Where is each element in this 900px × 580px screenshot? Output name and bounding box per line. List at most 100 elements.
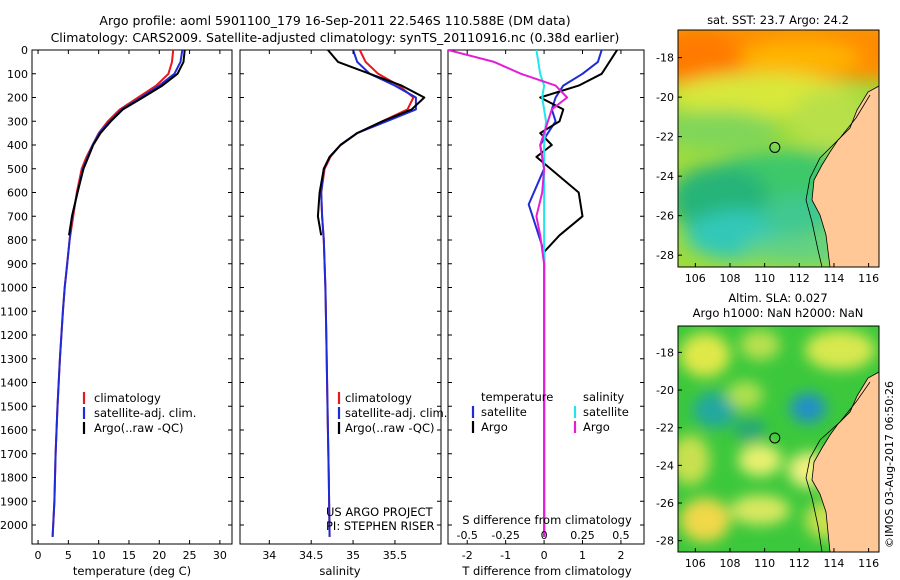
- x-tick-label: 15: [122, 549, 136, 562]
- depth-tick-label: 500: [7, 163, 28, 176]
- x-tick-label: 2: [617, 549, 624, 562]
- legend-title-temperature: temperature: [481, 390, 553, 404]
- x-tick-label: 10: [92, 549, 106, 562]
- s-diff-tick-label: 0.25: [570, 529, 595, 542]
- sla-map-title-line1: Altim. SLA: 0.027: [728, 291, 827, 305]
- legend-label-salinity-argo: Argo: [583, 420, 610, 434]
- map-x-tick-label: 108: [719, 272, 740, 285]
- depth-tick-label: 1800: [0, 472, 28, 485]
- sla-map-x-axis: 106 108 110 112 114 116: [685, 548, 879, 570]
- series-line-salinity-argo: [448, 50, 569, 537]
- temperature-x-axis: 0 5 10 15 20 25 30: [35, 50, 227, 562]
- depth-tick-label: 200: [7, 92, 28, 105]
- legend-label-temperature-satellite: satellite: [481, 405, 527, 419]
- difference-x-label: T difference from climatology: [461, 564, 632, 578]
- depth-tick-label: 300: [7, 115, 28, 128]
- depth-tick-label: 1300: [0, 353, 28, 366]
- depth-tick-label: 2000: [0, 519, 28, 532]
- legend-label-climatology: climatology: [345, 391, 412, 405]
- depth-tick-label: 1700: [0, 448, 28, 461]
- map-x-tick-label: 110: [754, 557, 775, 570]
- x-tick-label: -2: [462, 549, 473, 562]
- salinity-difference-x-axis: -0.5 -0.25 0 0.25 0.5: [456, 529, 629, 542]
- salinity-x-label: salinity: [319, 564, 360, 578]
- x-tick-label: 0: [541, 549, 548, 562]
- map-x-tick-label: 106: [685, 272, 706, 285]
- map-y-tick-label: -26: [656, 497, 674, 510]
- x-tick-label: 34.5: [299, 549, 324, 562]
- difference-series: [448, 50, 618, 537]
- map-x-tick-label: 106: [685, 557, 706, 570]
- series-line-satellite-adj-clim-: [320, 50, 417, 537]
- s-diff-tick-label: 0.5: [612, 529, 630, 542]
- x-tick-label: 30: [213, 549, 227, 562]
- pi-annotation: PI: STEPHEN RISER: [326, 519, 435, 533]
- legend-label-satellite-adj: satellite-adj. clim.: [345, 406, 447, 420]
- map-y-tick-label: -28: [656, 249, 674, 262]
- legend-label-salinity-satellite: satellite: [583, 405, 629, 419]
- difference-x-axis: -2 -1 0 1 2: [462, 50, 624, 562]
- map-y-tick-label: -24: [656, 170, 674, 183]
- sst-land: [811, 85, 879, 267]
- x-tick-label: 34: [262, 549, 276, 562]
- salinity-series: [316, 50, 426, 537]
- temperature-series: [51, 50, 186, 537]
- series-line-argo-raw-qc-: [68, 50, 186, 236]
- copyright-stamp: ©IMOS 03-Aug-2017 06:50:26: [883, 381, 896, 548]
- legend-title-salinity: salinity: [583, 390, 624, 404]
- map-x-tick-label: 116: [858, 272, 879, 285]
- map-y-tick-label: -20: [656, 91, 674, 104]
- map-y-tick-label: -24: [656, 459, 674, 472]
- legend-label-argo: Argo(..raw -QC): [345, 421, 435, 435]
- map-x-tick-label: 114: [823, 272, 844, 285]
- sst-map-frame: [677, 29, 880, 268]
- map-x-tick-label: 108: [719, 557, 740, 570]
- sla-map-field: [678, 326, 879, 552]
- depth-tick-label: 800: [7, 234, 28, 247]
- sla-land: [811, 371, 879, 552]
- depth-tick-label: 900: [7, 258, 28, 271]
- sla-map-frame: [677, 325, 880, 553]
- x-tick-label: 35.5: [383, 549, 408, 562]
- depth-tick-label: 1000: [0, 282, 28, 295]
- s-diff-tick-label: -0.5: [456, 529, 477, 542]
- salinity-plot-frame: [239, 49, 442, 545]
- depth-tick-label: 1100: [0, 305, 28, 318]
- map-x-tick-label: 112: [789, 557, 810, 570]
- x-tick-label: 1: [579, 549, 586, 562]
- sst-map-title: sat. SST: 23.7 Argo: 24.2: [707, 13, 849, 27]
- difference-top-x-label: S difference from climatology: [462, 513, 632, 527]
- map-x-tick-label: 116: [858, 557, 879, 570]
- figure-title-line1: Argo profile: aoml 5901100_179 16-Sep-20…: [99, 13, 570, 28]
- map-y-tick-label: -26: [656, 210, 674, 223]
- legend-label-argo: Argo(..raw -QC): [94, 421, 184, 435]
- depth-tick-label: 1500: [0, 400, 28, 413]
- depth-tick-label: 0: [21, 44, 28, 57]
- temperature-x-label: temperature (deg C): [73, 564, 191, 578]
- salinity-x-axis: 34 34.5 35 35.5: [262, 50, 407, 562]
- map-y-tick-label: -28: [656, 535, 674, 548]
- series-line-climatology: [320, 50, 415, 537]
- depth-tick-label: 1600: [0, 424, 28, 437]
- map-y-tick-label: -22: [656, 422, 674, 435]
- depth-tick-label: 1200: [0, 329, 28, 342]
- series-line-temperature-satellite: [527, 50, 603, 537]
- difference-legend: temperature salinity satellite Argo sate…: [471, 390, 629, 434]
- map-x-tick-label: 112: [789, 272, 810, 285]
- map-x-tick-label: 114: [823, 557, 844, 570]
- map-x-tick-label: 110: [754, 272, 775, 285]
- temperature-legend: climatology satellite-adj. clim. Argo(..…: [82, 391, 196, 435]
- depth-tick-label: 400: [7, 139, 28, 152]
- legend-label-temperature-argo: Argo: [481, 420, 508, 434]
- series-line-argo-raw-qc-: [316, 50, 426, 236]
- temperature-plot-frame: [31, 49, 233, 545]
- depth-tick-label: 100: [7, 68, 28, 81]
- sla-map-y-axis: -18 -20 -22 -24 -26 -28: [656, 346, 682, 548]
- series-line-satellite-adj-clim-: [51, 50, 184, 537]
- sla-coastline-contour: [805, 381, 871, 552]
- figure-title-line2: Climatology: CARS2009. Satellite-adjuste…: [51, 30, 620, 45]
- salinity-legend: climatology satellite-adj. clim. Argo(..…: [337, 391, 447, 435]
- depth-tick-label: 700: [7, 210, 28, 223]
- x-tick-label: -1: [500, 549, 511, 562]
